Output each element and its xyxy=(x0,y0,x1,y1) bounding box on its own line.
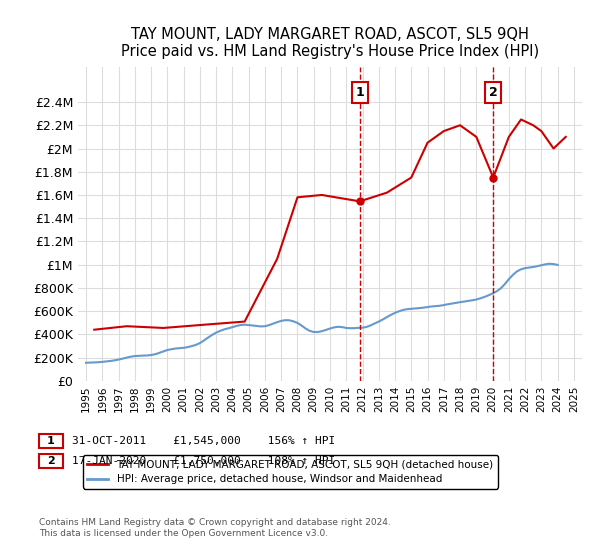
Text: 2: 2 xyxy=(47,456,55,465)
Legend: TAY MOUNT, LADY MARGARET ROAD, ASCOT, SL5 9QH (detached house), HPI: Average pri: TAY MOUNT, LADY MARGARET ROAD, ASCOT, SL… xyxy=(83,455,498,488)
Text: Contains HM Land Registry data © Crown copyright and database right 2024.
This d: Contains HM Land Registry data © Crown c… xyxy=(39,518,391,538)
Text: 1: 1 xyxy=(355,86,364,99)
Text: 2: 2 xyxy=(489,86,497,99)
Text: 17-JAN-2020    £1,750,000    108% ↑ HPI: 17-JAN-2020 £1,750,000 108% ↑ HPI xyxy=(72,456,335,465)
Text: 31-OCT-2011    £1,545,000    156% ↑ HPI: 31-OCT-2011 £1,545,000 156% ↑ HPI xyxy=(72,436,335,446)
Text: 1: 1 xyxy=(47,436,55,446)
Title: TAY MOUNT, LADY MARGARET ROAD, ASCOT, SL5 9QH
Price paid vs. HM Land Registry's : TAY MOUNT, LADY MARGARET ROAD, ASCOT, SL… xyxy=(121,27,539,59)
